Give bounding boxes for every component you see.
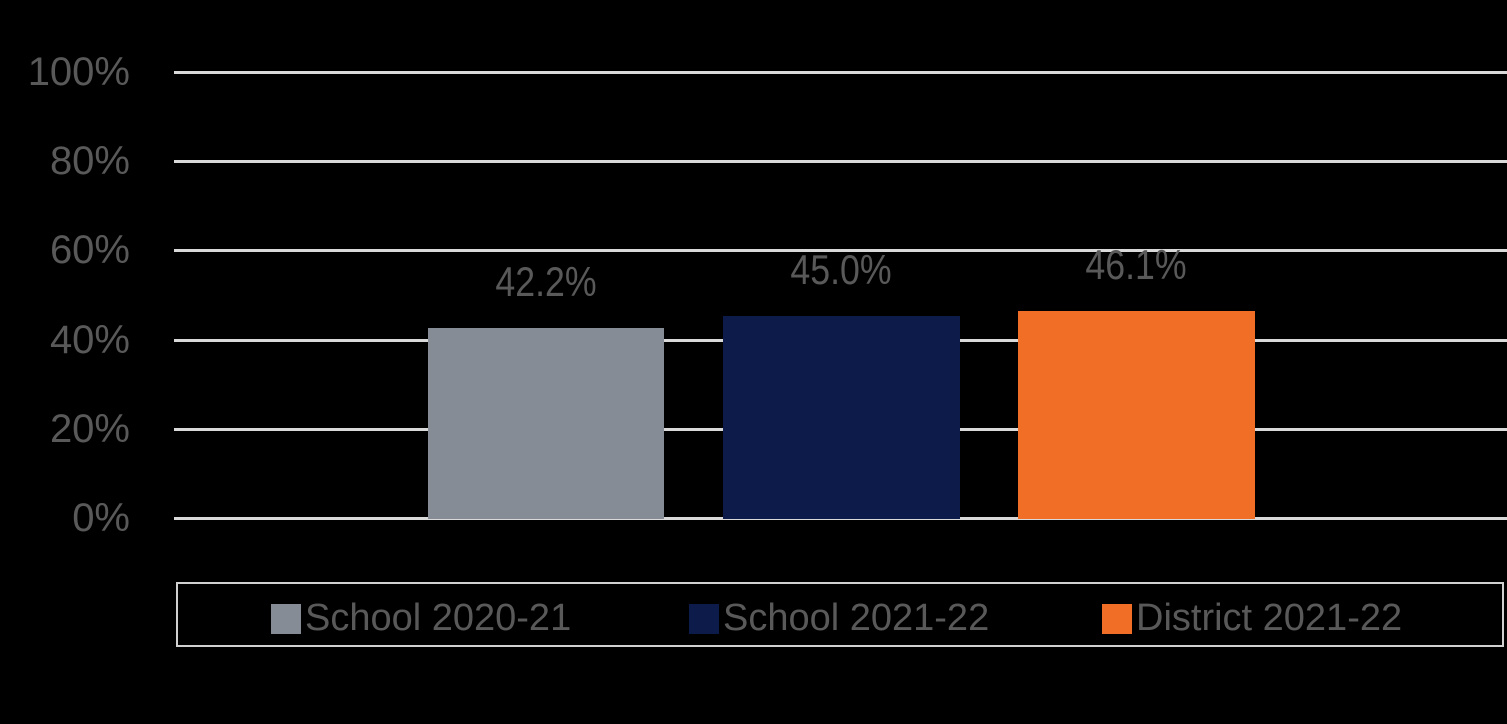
gridline-80: [174, 160, 1507, 163]
legend-swatch-navy: [689, 603, 719, 634]
legend-item-district-2021-22: District 2021-22: [1102, 597, 1402, 640]
legend-swatch-gray: [271, 603, 301, 634]
data-label-school-2021-22: 45.0%: [790, 246, 892, 293]
chart-legend: School 2020-21 School 2021-22 District 2…: [176, 582, 1504, 647]
legend-item-school-2021-22: School 2021-22: [689, 597, 989, 640]
y-tick-80: 80%: [49, 139, 130, 183]
y-tick-100: 100%: [27, 50, 130, 94]
legend-item-school-2020-21: School 2020-21: [271, 597, 571, 640]
gridline-100: [174, 71, 1507, 74]
legend-label: District 2021-22: [1136, 597, 1403, 639]
bar-school-2021-22: [723, 316, 960, 519]
data-label-school-2020-21: 42.2%: [495, 258, 597, 305]
y-tick-0: 0%: [72, 496, 130, 540]
bar-district-2021-22: [1018, 311, 1255, 519]
legend-label: School 2020-21: [305, 597, 572, 639]
legend-label: School 2021-22: [723, 597, 990, 639]
y-tick-20: 20%: [49, 407, 130, 451]
bar-school-2020-21: [428, 328, 664, 519]
y-tick-60: 60%: [49, 228, 130, 272]
y-tick-40: 40%: [49, 318, 130, 362]
gridline-60: [174, 249, 1507, 252]
legend-swatch-orange: [1102, 603, 1132, 634]
data-label-district-2021-22: 46.1%: [1085, 241, 1187, 288]
